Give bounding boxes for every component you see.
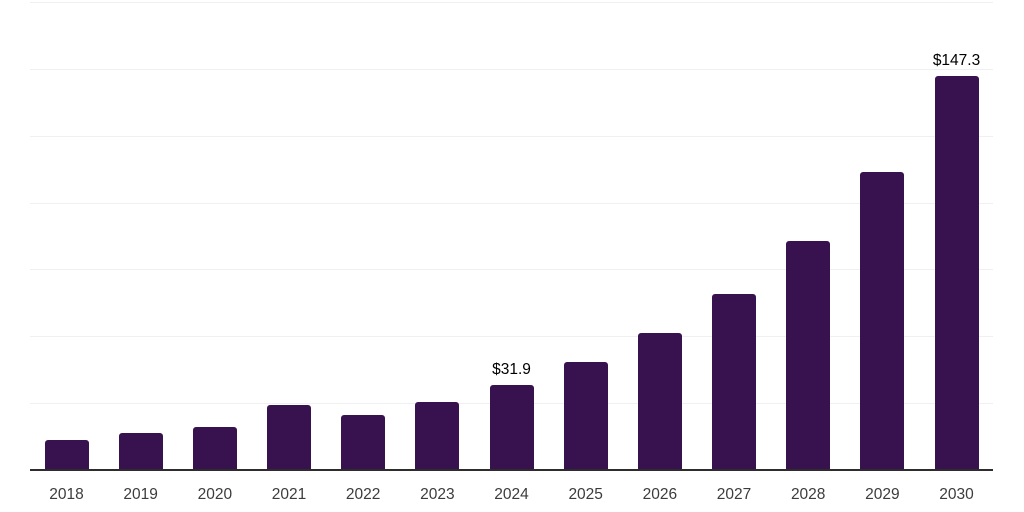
x-axis-label-2020: 2020 [197,486,233,503]
bar-2021 [267,404,311,470]
x-axis-label-2018: 2018 [49,486,84,503]
bar-2025 [563,362,608,470]
x-axis-label-2023: 2023 [420,486,455,503]
x-axis-line [30,469,993,471]
bar-2020 [192,426,237,470]
data-label-2024: $31.9 [492,360,531,378]
x-axis-label-2027: 2027 [716,486,752,503]
bar-2018 [44,440,89,470]
gridline-50 [30,336,993,338]
bar-2019 [118,432,163,470]
bar-2023 [415,402,460,470]
x-axis-label-2019: 2019 [123,486,158,503]
x-axis-label-2030: 2030 [939,486,974,503]
gridline-150 [30,68,993,70]
x-axis-label-2028: 2028 [790,486,826,503]
data-label-2030: $147.3 [932,52,981,70]
gridline-125 [30,135,993,137]
bar-2024 [489,384,534,470]
gridline-100 [30,202,993,204]
bar-2028 [786,240,831,470]
x-axis-label-2024: 2024 [494,486,529,503]
bar-2022 [341,415,386,470]
x-axis-label-2026: 2026 [642,486,678,503]
bar-2030 [934,76,979,470]
x-axis-label-2029: 2029 [865,486,900,503]
x-axis-label-2022: 2022 [345,486,381,503]
x-axis-label-2025: 2025 [568,486,603,503]
gridline-75 [30,269,993,271]
x-axis-label-2021: 2021 [271,486,307,503]
bar-2026 [637,333,682,470]
bar-2027 [712,294,757,470]
bar-2029 [860,171,905,470]
gridline-175 [30,2,993,3]
